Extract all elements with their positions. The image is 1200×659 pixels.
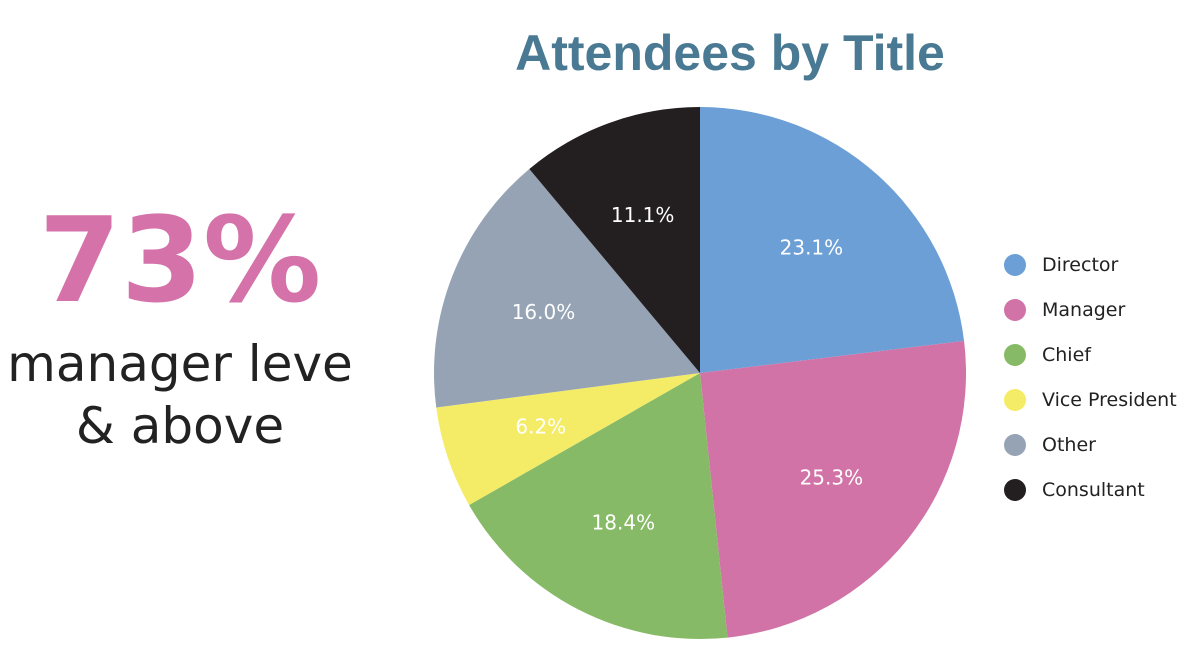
stat-caption: manager leve & above — [0, 333, 360, 457]
legend-label: Manager — [1042, 298, 1126, 321]
legend-swatch — [1004, 388, 1026, 411]
stat-caption-line-2: & above — [75, 397, 285, 455]
pie-slice-chief — [469, 373, 728, 639]
pie-slice-vice-president — [436, 373, 700, 506]
legend-swatch — [1004, 298, 1026, 321]
stat-value: 73% — [38, 191, 322, 329]
slice-label-consultant: 11.1% — [611, 203, 675, 227]
pie-slice-other — [433, 168, 700, 408]
pie-slices — [433, 107, 966, 639]
legend-item-manager: Manager — [1004, 287, 1196, 332]
legend-label: Director — [1042, 253, 1119, 276]
legend-item-director: Director — [1004, 242, 1196, 287]
slice-label-vice-president: 6.2% — [515, 415, 566, 439]
legend-swatch — [1004, 253, 1026, 276]
legend-swatch — [1004, 343, 1026, 366]
slice-label-manager: 25.3% — [800, 466, 864, 490]
chart-title: Attendees by Title — [515, 25, 945, 81]
legend-label: Other — [1042, 433, 1096, 456]
legend-swatch — [1004, 433, 1026, 456]
slice-label-director: 23.1% — [780, 235, 844, 259]
legend-item-chief: Chief — [1004, 332, 1196, 377]
legend-label: Consultant — [1042, 478, 1145, 501]
pie-slice-director — [700, 107, 965, 373]
pie-labels: 23.1% 25.3% 18.4% 6.2% 16.0% 11.1% — [512, 203, 863, 534]
highlight-stat: 73% manager leve & above — [0, 195, 360, 457]
pie-slice-consultant — [529, 107, 700, 373]
legend-item-consultant: Consultant — [1004, 467, 1196, 512]
chart-legend: Director Manager Chief Vice President Other C… — [1004, 242, 1196, 512]
pie-slice-manager — [700, 340, 966, 638]
legend-label: Vice President — [1042, 388, 1177, 411]
stat-caption-line-1: manager leve — [7, 335, 353, 393]
legend-item-other: Other — [1004, 422, 1196, 467]
legend-swatch — [1004, 478, 1026, 501]
legend-label: Chief — [1042, 343, 1091, 366]
slice-label-other: 16.0% — [512, 300, 576, 324]
slice-label-chief: 18.4% — [592, 510, 656, 534]
legend-item-vice-president: Vice President — [1004, 377, 1196, 422]
